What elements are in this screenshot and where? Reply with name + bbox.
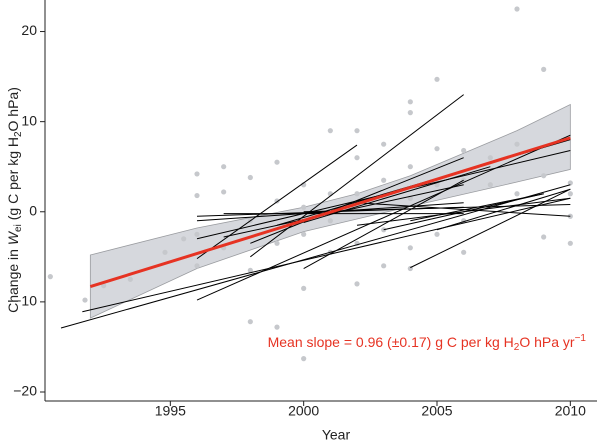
data-point [194, 192, 200, 199]
data-point [381, 141, 387, 147]
data-point [407, 99, 413, 105]
data-point [567, 180, 573, 186]
site-trend-line [436, 188, 571, 231]
data-point [194, 263, 200, 269]
x-axis-label: Year [322, 427, 351, 443]
y-tick-label: 0 [29, 202, 37, 218]
data-point [354, 281, 360, 287]
data-point [274, 159, 280, 165]
data-point [247, 174, 253, 181]
data-point [567, 213, 573, 219]
data-point [181, 236, 187, 242]
data-point [514, 6, 520, 12]
data-point [541, 173, 547, 179]
data-point [354, 155, 360, 161]
data-point [247, 319, 253, 325]
site-trend-line [250, 94, 464, 258]
data-point [194, 171, 200, 177]
x-tick-label: 2005 [421, 403, 452, 419]
y-tick-label: −10 [13, 293, 37, 309]
site-trend-line [196, 144, 358, 260]
data-point [127, 276, 133, 282]
site-trend-line [82, 197, 571, 313]
y-tick-label: −20 [13, 383, 37, 399]
x-tick-label: 1995 [155, 403, 186, 419]
data-point [301, 285, 307, 291]
data-point [567, 191, 573, 197]
site-trend-line [250, 157, 464, 244]
data-point [541, 66, 547, 72]
data-point [434, 231, 440, 237]
data-point [434, 76, 440, 82]
data-point [407, 245, 413, 251]
data-point [434, 146, 440, 152]
data-point [274, 324, 280, 330]
data-point [47, 274, 53, 280]
x-tick-label: 2010 [555, 403, 586, 419]
data-point [541, 234, 547, 240]
site-trend-line [303, 179, 464, 269]
data-point [327, 218, 333, 224]
y-axis-label: Change in Wei (g C per kg H2O hPa) [5, 87, 24, 313]
y-tick-label: 10 [21, 112, 37, 128]
data-point [221, 189, 227, 195]
data-point [274, 240, 280, 246]
data-point [301, 231, 307, 237]
data-point [194, 231, 200, 237]
site-trend-line [383, 193, 544, 231]
data-point [487, 155, 493, 161]
data-point [461, 249, 467, 255]
data-point [247, 267, 253, 273]
data-point [327, 128, 333, 134]
data-point [514, 141, 520, 147]
data-point [221, 164, 227, 170]
site-trend-line [303, 204, 571, 213]
data-point [407, 164, 413, 170]
site-trend-line [410, 188, 571, 269]
data-point [487, 182, 493, 188]
data-point [354, 191, 360, 197]
annotation: Mean slope = 0.96 (±0.17) g C per kg H2O… [268, 333, 587, 353]
data-point [301, 356, 307, 362]
data-point [514, 191, 520, 197]
data-point [407, 110, 413, 116]
site-trend-line [196, 134, 571, 301]
data-point [381, 263, 387, 269]
data-point [82, 297, 88, 303]
data-point [301, 204, 307, 210]
y-tick-label: 20 [21, 22, 37, 38]
data-point [567, 240, 573, 246]
x-tick-label: 2000 [288, 403, 319, 419]
mean-trend-line [89, 136, 571, 288]
data-point [354, 128, 360, 134]
data-point [381, 177, 387, 183]
data-point [461, 147, 467, 154]
data-point [162, 249, 168, 255]
